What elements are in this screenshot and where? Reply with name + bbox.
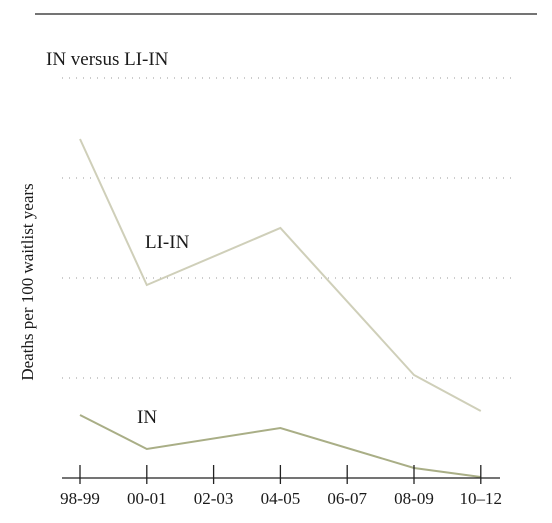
series-line-in [79, 414, 481, 478]
series-label-in: IN [137, 407, 157, 428]
y-axis-label: Deaths per 100 waitlist years [18, 183, 37, 380]
x-tick-label: 98-99 [60, 489, 100, 508]
x-ticks: 98-99 00-01 02-03 04-05 06-07 08-09 10–12 [60, 465, 502, 508]
chart-title: IN versus LI-IN [46, 49, 169, 70]
x-tick-label: 00-01 [127, 489, 167, 508]
x-tick-label: 02-03 [194, 489, 234, 508]
x-tick-label: 08-09 [394, 489, 434, 508]
series-label-li-in: LI-IN [145, 232, 190, 253]
x-tick-label: 04-05 [261, 489, 301, 508]
series-line-li-in [79, 138, 482, 412]
series-lines [79, 138, 482, 478]
x-tick-label: 10–12 [460, 489, 503, 508]
x-tick-label: 06-07 [327, 489, 367, 508]
grid-lines [62, 77, 512, 379]
series-labels: LI-IN IN [137, 232, 190, 428]
